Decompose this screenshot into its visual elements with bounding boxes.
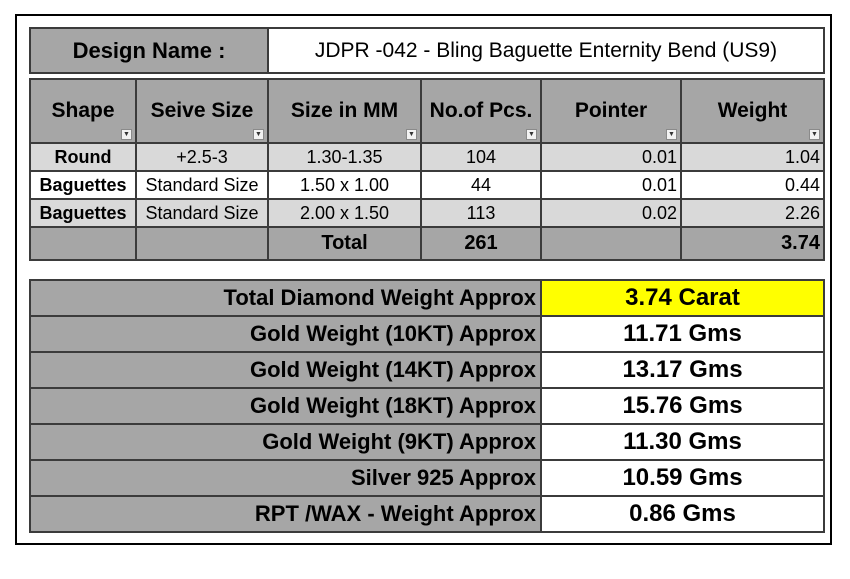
summary-label[interactable]: Total Diamond Weight Approx: [29, 279, 542, 317]
header-label: Seive Size: [150, 99, 254, 122]
header-no-of-pcs: No.of Pcs. ▼: [420, 78, 542, 144]
cell-shape[interactable]: Baguettes: [29, 170, 137, 200]
summary-value[interactable]: 13.17 Gms: [540, 351, 825, 389]
cell-seive-size[interactable]: +2.5-3: [135, 142, 269, 172]
header-weight: Weight ▼: [680, 78, 825, 144]
design-name-value[interactable]: JDPR -042 - Bling Baguette Enternity Ben…: [267, 27, 825, 74]
header-label: Shape: [51, 99, 115, 122]
cell-pcs[interactable]: 104: [420, 142, 542, 172]
summary-row: Gold Weight (9KT) Approx 11.30 Gms: [29, 423, 825, 461]
summary-row: Gold Weight (14KT) Approx 13.17 Gms: [29, 351, 825, 389]
cell-seive-size[interactable]: Standard Size: [135, 170, 269, 200]
cell-weight[interactable]: 0.44: [680, 170, 825, 200]
cell-weight[interactable]: 1.04: [680, 142, 825, 172]
summary-value[interactable]: 11.71 Gms: [540, 315, 825, 353]
cell-size-mm[interactable]: 1.30-1.35: [267, 142, 422, 172]
summary-value[interactable]: 10.59 Gms: [540, 459, 825, 497]
cell-empty[interactable]: [540, 226, 682, 261]
summary-value[interactable]: 3.74 Carat: [540, 279, 825, 317]
design-name-table: Design Name : JDPR -042 - Bling Baguette…: [29, 27, 825, 74]
summary-value[interactable]: 15.76 Gms: [540, 387, 825, 425]
cell-size-mm[interactable]: 2.00 x 1.50: [267, 198, 422, 228]
table-row: Baguettes Standard Size 1.50 x 1.00 44 0…: [29, 170, 825, 200]
summary-value[interactable]: 0.86 Gms: [540, 495, 825, 533]
filter-dropdown-icon[interactable]: ▼: [253, 129, 264, 140]
stone-details-table: Shape ▼ Seive Size ▼ Size in MM ▼ No.of Pcs…: [29, 78, 825, 261]
table-header-row: Shape ▼ Seive Size ▼ Size in MM ▼ No.of Pcs…: [29, 78, 825, 144]
filter-dropdown-icon[interactable]: ▼: [666, 129, 677, 140]
summary-label[interactable]: RPT /WAX - Weight Approx: [29, 495, 542, 533]
summary-label[interactable]: Gold Weight (14KT) Approx: [29, 351, 542, 389]
cell-pointer[interactable]: 0.02: [540, 198, 682, 228]
cell-size-mm[interactable]: 1.50 x 1.00: [267, 170, 422, 200]
header-size-mm: Size in MM ▼: [267, 78, 422, 144]
total-pcs[interactable]: 261: [420, 226, 542, 261]
cell-pointer[interactable]: 0.01: [540, 142, 682, 172]
header-label: Size in MM: [290, 99, 399, 122]
summary-label[interactable]: Gold Weight (18KT) Approx: [29, 387, 542, 425]
cell-pcs[interactable]: 44: [420, 170, 542, 200]
header-pointer: Pointer ▼: [540, 78, 682, 144]
header-seive-size: Seive Size ▼: [135, 78, 269, 144]
cell-empty[interactable]: [29, 226, 137, 261]
total-weight[interactable]: 3.74: [680, 226, 825, 261]
cell-pcs[interactable]: 113: [420, 198, 542, 228]
cell-shape[interactable]: Baguettes: [29, 198, 137, 228]
header-label: No.of Pcs.: [429, 99, 533, 122]
cell-pointer[interactable]: 0.01: [540, 170, 682, 200]
design-name-label: Design Name :: [29, 27, 269, 74]
weight-summary-table: Total Diamond Weight Approx 3.74 Carat G…: [29, 279, 825, 533]
cell-empty[interactable]: [135, 226, 269, 261]
summary-row: Silver 925 Approx 10.59 Gms: [29, 459, 825, 497]
cell-weight[interactable]: 2.26: [680, 198, 825, 228]
header-label: Weight: [717, 99, 788, 122]
summary-label[interactable]: Gold Weight (9KT) Approx: [29, 423, 542, 461]
summary-value[interactable]: 11.30 Gms: [540, 423, 825, 461]
table-row: Round +2.5-3 1.30-1.35 104 0.01 1.04: [29, 142, 825, 172]
header-shape: Shape ▼: [29, 78, 137, 144]
filter-dropdown-icon[interactable]: ▼: [406, 129, 417, 140]
cell-seive-size[interactable]: Standard Size: [135, 198, 269, 228]
summary-label[interactable]: Gold Weight (10KT) Approx: [29, 315, 542, 353]
cell-shape[interactable]: Round: [29, 142, 137, 172]
filter-dropdown-icon[interactable]: ▼: [809, 129, 820, 140]
header-label: Pointer: [574, 99, 648, 122]
total-row: Total 261 3.74: [29, 226, 825, 261]
filter-funnel-icon[interactable]: ▼: [526, 129, 537, 140]
summary-row: Gold Weight (18KT) Approx 15.76 Gms: [29, 387, 825, 425]
summary-row: Total Diamond Weight Approx 3.74 Carat: [29, 279, 825, 317]
filter-dropdown-icon[interactable]: ▼: [121, 129, 132, 140]
summary-row: RPT /WAX - Weight Approx 0.86 Gms: [29, 495, 825, 533]
total-label[interactable]: Total: [267, 226, 422, 261]
table-row: Baguettes Standard Size 2.00 x 1.50 113 …: [29, 198, 825, 228]
summary-label[interactable]: Silver 925 Approx: [29, 459, 542, 497]
summary-row: Gold Weight (10KT) Approx 11.71 Gms: [29, 315, 825, 353]
